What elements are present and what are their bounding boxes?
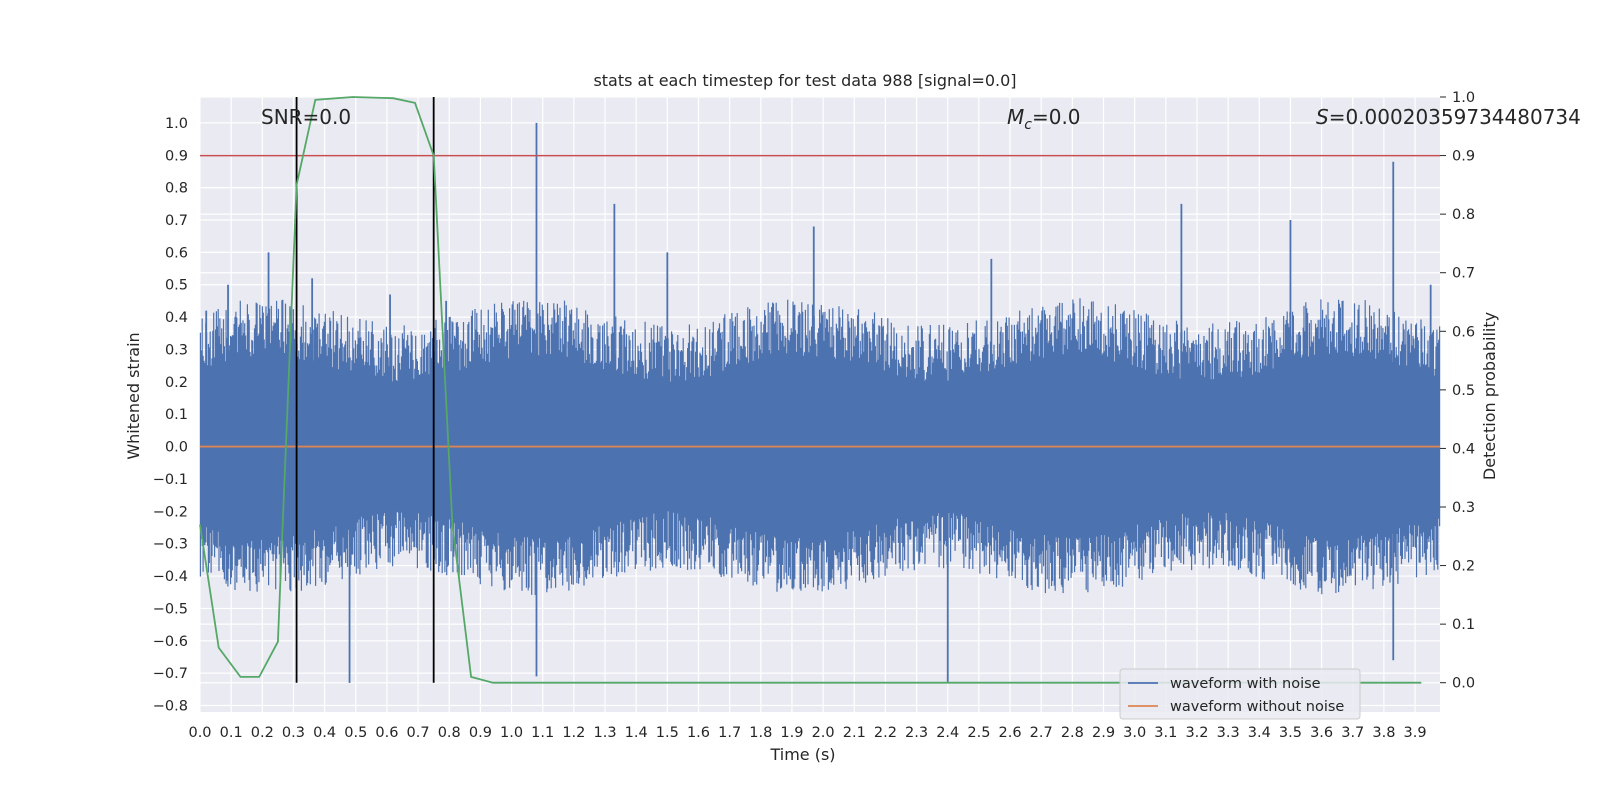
statistic-value: =0.00020359734480734 xyxy=(1329,105,1581,129)
x-tick-label: 1.2 xyxy=(562,725,585,741)
x-tick-label: 2.8 xyxy=(1061,725,1084,741)
x-tick-label: 2.5 xyxy=(967,725,990,741)
y-tick-label: 0.2 xyxy=(165,375,188,391)
x-tick-label: 1.0 xyxy=(500,725,523,741)
y2-tick-label: 0.1 xyxy=(1452,617,1475,633)
x-tick-label: 3.0 xyxy=(1123,725,1146,741)
series-waveform-with-noise xyxy=(199,122,1441,683)
x-tick-label: 0.1 xyxy=(220,725,243,741)
x-tick-label: 3.8 xyxy=(1372,725,1395,741)
y-tick-label: −0.5 xyxy=(153,601,188,617)
x-tick-label: 2.4 xyxy=(936,725,959,741)
y-tick-label: 0.1 xyxy=(165,407,188,423)
chart-title: stats at each timestep for test data 988… xyxy=(593,71,1016,90)
y2-tick-labels: 1.0 0.9 0.8 0.7 0.6 0.5 0.4 0.3 0.2 0.1 0.0 xyxy=(1440,90,1475,692)
x-tick-label: 2.6 xyxy=(999,725,1022,741)
y-tick-label: −0.6 xyxy=(153,634,188,650)
x-tick-label: 3.9 xyxy=(1404,725,1427,741)
y-tick-label: 0.0 xyxy=(165,440,188,456)
y-tick-labels: 1.0 0.9 0.8 0.7 0.6 0.5 0.4 0.3 0.2 0.1 0.0 −0.1 −0.… xyxy=(153,116,188,715)
noise-trace xyxy=(199,298,1441,595)
x-tick-label: 0.3 xyxy=(282,725,305,741)
x-tick-label: 3.1 xyxy=(1154,725,1177,741)
y2-tick-label: 0.3 xyxy=(1452,500,1475,516)
y-tick-label: −0.4 xyxy=(153,569,188,585)
x-tick-labels: 0.0 0.1 0.2 0.3 0.4 0.5 0.6 0.7 0.8 0.9 1.0 1.1 1.2 1… xyxy=(188,725,1426,741)
x-tick-label: 0.0 xyxy=(188,725,211,741)
y2-tick-label: 0.6 xyxy=(1452,324,1475,340)
chirp-mass-subscript: c xyxy=(1024,117,1032,133)
x-tick-label: 3.6 xyxy=(1310,725,1333,741)
statistic-annotation: S=0.00020359734480734 xyxy=(1316,105,1581,129)
y2-tick-label: 1.0 xyxy=(1452,90,1475,106)
y-tick-label: −0.8 xyxy=(153,699,188,715)
x-tick-label: 0.7 xyxy=(407,725,430,741)
x-tick-label: 0.6 xyxy=(375,725,398,741)
legend-label: waveform with noise xyxy=(1170,676,1321,692)
y-tick-label: 0.8 xyxy=(165,181,188,197)
x-tick-label: 1.3 xyxy=(593,725,616,741)
x-tick-label: 1.6 xyxy=(687,725,710,741)
x-tick-label: 2.3 xyxy=(905,725,928,741)
y2-tick-label: 0.4 xyxy=(1452,441,1475,457)
x-axis-label: Time (s) xyxy=(769,745,835,764)
x-tick-label: 1.4 xyxy=(625,725,648,741)
y-tick-label: −0.1 xyxy=(153,472,188,488)
y2-tick-label: 0.9 xyxy=(1452,149,1475,165)
series-detection-probability xyxy=(199,96,1422,684)
y-tick-label: 0.7 xyxy=(165,213,188,229)
y2-tick-label: 0.5 xyxy=(1452,383,1475,399)
y2-tick-label: 0.8 xyxy=(1452,207,1475,223)
y-tick-label: 0.4 xyxy=(165,310,188,326)
x-tick-label: 0.8 xyxy=(438,725,461,741)
x-tick-label: 1.9 xyxy=(780,725,803,741)
y-tick-label: 1.0 xyxy=(165,116,188,132)
y-axis-label: Whitened strain xyxy=(124,332,143,459)
legend: waveform with noise waveform without nois… xyxy=(1119,668,1361,720)
y-tick-label: −0.2 xyxy=(153,504,188,520)
x-tick-label: 3.2 xyxy=(1185,725,1208,741)
x-tick-label: 2.0 xyxy=(812,725,835,741)
chirp-mass-annotation: Mc=0.0 xyxy=(1007,105,1081,133)
y2-tick-label: 0.2 xyxy=(1452,559,1475,575)
y-tick-label: 0.9 xyxy=(165,148,188,164)
x-tick-label: 2.2 xyxy=(874,725,897,741)
legend-box xyxy=(1119,668,1361,720)
x-tick-label: 2.1 xyxy=(843,725,866,741)
x-tick-label: 1.1 xyxy=(531,725,554,741)
x-tick-label: 0.5 xyxy=(344,725,367,741)
y2-axis-label: Detection probability xyxy=(1480,312,1499,480)
statistic-symbol: S xyxy=(1316,105,1329,129)
x-tick-label: 2.9 xyxy=(1092,725,1115,741)
chirp-mass-symbol: M xyxy=(1007,105,1024,129)
x-tick-label: 3.4 xyxy=(1248,725,1271,741)
y2-tick-label: 0.0 xyxy=(1452,676,1475,692)
x-tick-label: 0.9 xyxy=(469,725,492,741)
y-tick-label: −0.7 xyxy=(153,666,188,682)
x-tick-label: 1.5 xyxy=(656,725,679,741)
x-tick-label: 1.7 xyxy=(718,725,741,741)
chirp-mass-value: =0.0 xyxy=(1032,105,1081,129)
y-tick-label: 0.3 xyxy=(165,342,188,358)
legend-label: waveform without noise xyxy=(1170,699,1344,715)
x-tick-label: 3.5 xyxy=(1279,725,1302,741)
y-tick-label: −0.3 xyxy=(153,537,188,553)
x-tick-label: 2.7 xyxy=(1030,725,1053,741)
x-tick-label: 3.3 xyxy=(1217,725,1240,741)
x-tick-label: 1.8 xyxy=(749,725,772,741)
y-tick-label: 0.5 xyxy=(165,278,188,294)
x-tick-label: 0.4 xyxy=(313,725,336,741)
x-tick-label: 3.7 xyxy=(1341,725,1364,741)
y2-tick-label: 0.7 xyxy=(1452,266,1475,282)
x-tick-label: 0.2 xyxy=(251,725,274,741)
snr-annotation: SNR=0.0 xyxy=(261,105,351,129)
probability-line xyxy=(199,96,1422,684)
y-tick-label: 0.6 xyxy=(165,245,188,261)
